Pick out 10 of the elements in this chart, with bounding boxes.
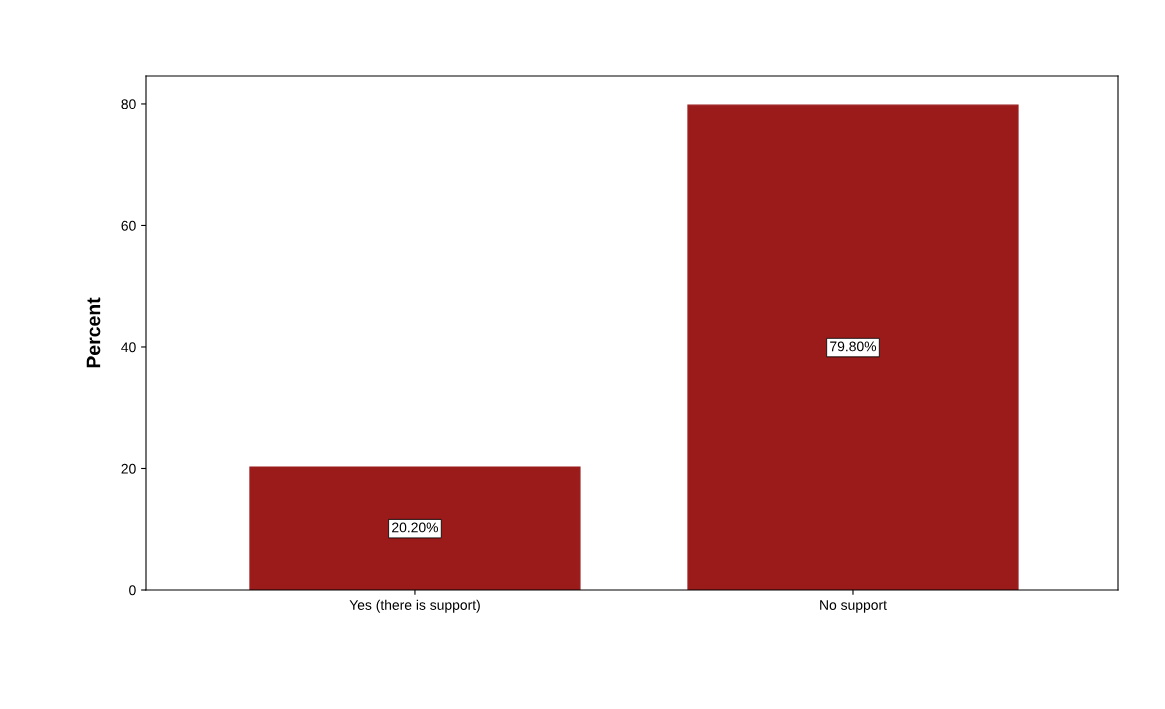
y-tick-label: 60	[121, 220, 136, 231]
data-label: 79.80%	[830, 341, 877, 352]
y-axis-title: Percent	[86, 297, 101, 368]
x-tick-label: No support	[820, 600, 887, 613]
y-tick-label: 80	[121, 99, 136, 110]
data-label: 20.20%	[392, 522, 439, 533]
x-tick-label: Yes (there is support)	[349, 599, 480, 613]
y-tick-label: 0	[129, 585, 136, 596]
y-tick-label: 40	[121, 342, 136, 353]
y-tick-label: 20	[121, 463, 136, 474]
